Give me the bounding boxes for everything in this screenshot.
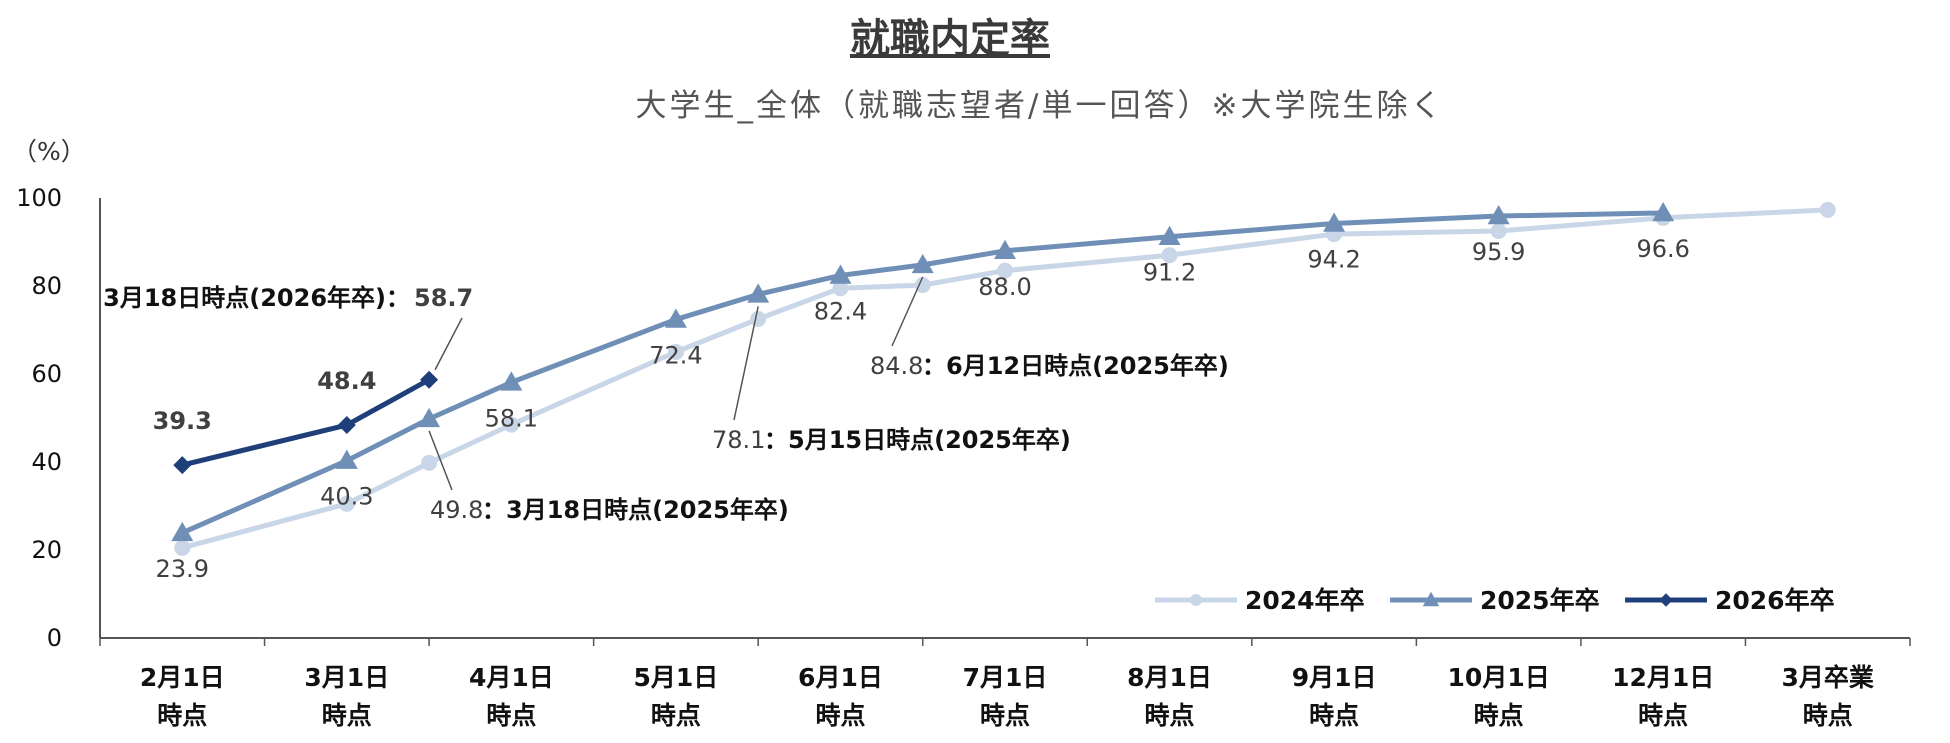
data-point (173, 456, 192, 475)
data-point (1652, 201, 1675, 222)
x-tick-label: 10月1日 (1448, 663, 1550, 692)
x-tick-label: 4月1日 (469, 663, 554, 692)
data-point (911, 253, 934, 274)
series-line (181, 207, 1828, 551)
data-point (174, 539, 191, 556)
data-label: 39.3 (153, 407, 212, 435)
x-tick-label: 時点 (1638, 701, 1688, 730)
y-tick-label: 20 (31, 536, 62, 564)
x-tick-label: 6月1日 (798, 663, 883, 692)
data-point (421, 454, 438, 471)
data-label: 94.2 (1307, 246, 1360, 274)
data-point (1490, 223, 1507, 239)
callout-value: 78.1 (712, 426, 765, 454)
x-tick-label: 12月1日 (1612, 663, 1714, 692)
chart-subtitle: 大学生_全体（就職志望者/単一回答）※大学院生除く (636, 88, 1445, 124)
x-tick-label: 7月1日 (963, 663, 1048, 692)
data-label: 82.4 (814, 297, 867, 325)
data-point (500, 371, 523, 391)
x-tick-label: 時点 (157, 701, 207, 730)
data-label: 40.3 (320, 483, 373, 511)
data-point (832, 280, 849, 297)
data-label: 23.9 (156, 555, 209, 583)
x-tick-label: 3月卒業 (1782, 663, 1874, 692)
callout-label: ：5月15日時点(2025年卒) (764, 426, 1071, 454)
y-tick-label: 80 (31, 272, 62, 300)
legend-label: 2024年卒 (1245, 586, 1365, 615)
data-label: 58.1 (485, 404, 538, 432)
callout-value: 58.7 (414, 284, 473, 312)
legend-label: 2026年卒 (1715, 586, 1835, 615)
data-point (1422, 591, 1440, 607)
data-point (338, 495, 355, 512)
data-label: 95.9 (1472, 238, 1525, 266)
data-point (503, 416, 520, 433)
data-point (1659, 593, 1673, 607)
data-point (747, 283, 770, 303)
data-point (829, 264, 852, 284)
chart-title: 就職内定率 (850, 16, 1050, 62)
data-point (1190, 594, 1202, 606)
x-tick-label: 5月1日 (634, 663, 719, 692)
data-label: 72.4 (649, 341, 702, 369)
y-axis-unit: （%） (12, 137, 86, 166)
data-labels-layer: 23.9 40.3 58.1 72.4 82.4 88.0 91.2 94.2 95.9 96.6… (153, 235, 1690, 583)
x-tick-label: 時点 (815, 701, 865, 730)
callout-label: ：6月12日時点(2025年卒) (922, 352, 1229, 380)
x-tick-label: 時点 (486, 701, 536, 730)
callout-leader (891, 276, 924, 347)
x-tick-label: 時点 (1803, 701, 1853, 730)
data-label: 91.2 (1143, 259, 1196, 287)
data-point (337, 416, 356, 435)
x-tick-label: 9月1日 (1292, 663, 1377, 692)
data-label: 96.6 (1636, 235, 1689, 263)
data-point (1819, 201, 1836, 218)
callout-value: 49.8 (430, 496, 483, 524)
data-point (997, 262, 1013, 279)
y-tick-label: 0 (47, 624, 62, 652)
data-point (171, 521, 194, 542)
data-point (914, 277, 931, 294)
x-tick-label: 8月1日 (1127, 663, 1212, 692)
x-tick-label: 時点 (980, 701, 1030, 730)
data-point (750, 311, 767, 327)
data-point (335, 449, 358, 469)
x-tick-label: 時点 (651, 701, 701, 730)
callout-leader (733, 306, 759, 421)
callout-leader (434, 317, 463, 371)
y-tick-label: 100 (16, 184, 62, 212)
y-tick-label: 60 (31, 360, 62, 388)
data-point (1158, 225, 1181, 245)
callout-leader (428, 430, 453, 491)
x-tick-label: 時点 (1309, 701, 1359, 730)
data-point (1487, 205, 1510, 225)
callouts-layer: 3月18日時点(2026年卒)： 58.7 49.8：3月18日時点(2025年卒)… (103, 276, 1229, 524)
legend-label: 2025年卒 (1480, 586, 1600, 615)
data-label: 88.0 (978, 273, 1031, 301)
x-tick-label: 3月1日 (304, 663, 389, 692)
legend: 2024年卒 2025年卒 2026年卒 (1155, 586, 1835, 615)
x-tick-label: 2月1日 (140, 663, 225, 692)
y-tick-label: 40 (31, 448, 62, 476)
x-tick-label: 時点 (322, 701, 372, 730)
callout-label: ：3月18日時点(2025年卒) (482, 496, 789, 524)
callout-label: 3月18日時点(2026年卒)： (103, 284, 410, 312)
data-label: 48.4 (317, 367, 376, 395)
x-tick-label: 時点 (1145, 701, 1195, 730)
series-layer (171, 201, 1836, 556)
data-point (418, 407, 441, 428)
callout-value: 84.8 (870, 352, 923, 380)
data-point (1323, 212, 1346, 232)
data-point (994, 239, 1016, 260)
series-line (181, 377, 431, 468)
x-tick-label: 時点 (1474, 701, 1524, 730)
data-point (1161, 247, 1178, 264)
data-point (667, 344, 684, 360)
data-point (420, 370, 439, 389)
data-point (664, 308, 687, 328)
